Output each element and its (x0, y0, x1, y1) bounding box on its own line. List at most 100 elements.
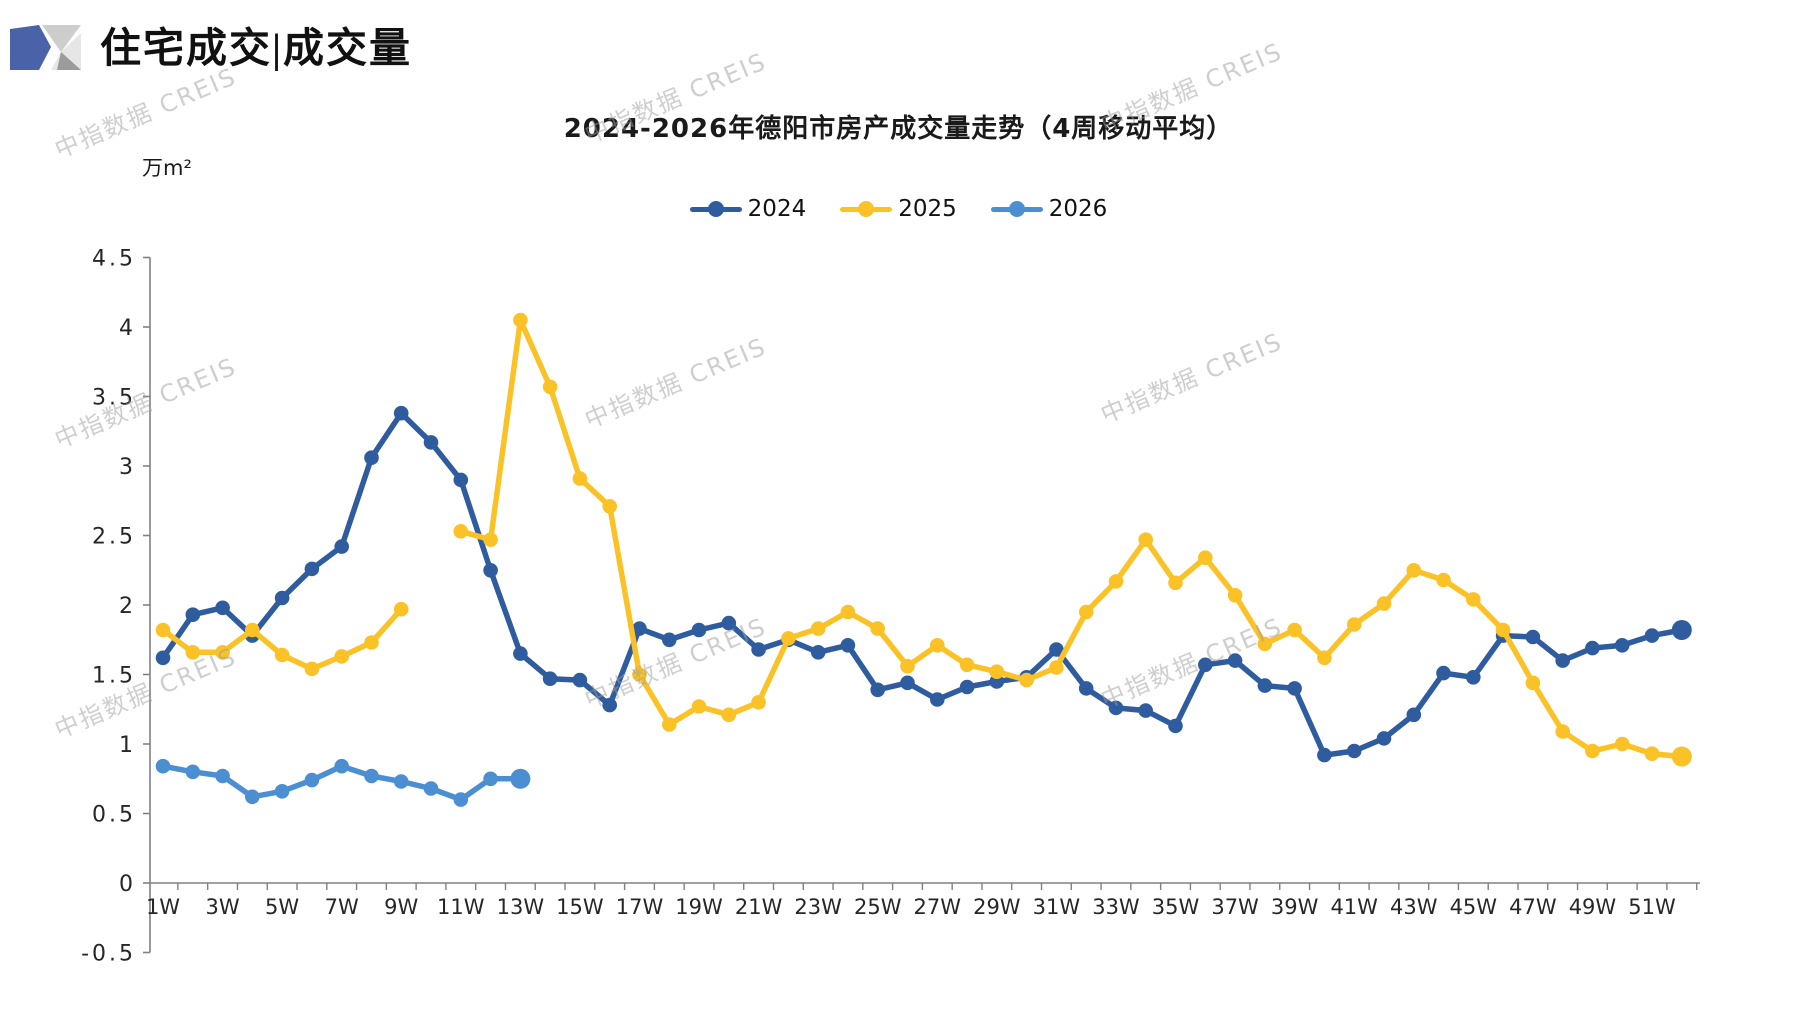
series-marker-2025 (513, 312, 528, 328)
series-marker-2024 (393, 405, 409, 421)
x-tick-label: 39W (1271, 895, 1319, 919)
series-marker-2024 (1198, 657, 1213, 673)
series-marker-2024 (1257, 678, 1273, 693)
x-tick-label: 13W (497, 895, 545, 919)
chart-title: 2024-2026年德阳市房产成交量走势（4周移动平均） (563, 114, 1234, 144)
legend-item-2024: 2024 (689, 196, 807, 222)
x-tick-label: 17W (616, 895, 664, 919)
series-marker-2024 (304, 561, 320, 577)
series-marker-2025 (989, 664, 1005, 679)
series-marker-2025 (959, 657, 975, 673)
chart-legend: 2024 2025 2026 (0, 196, 1797, 222)
x-tick-label: 15W (556, 895, 604, 919)
series-marker-2025 (185, 645, 201, 660)
series-marker-2025 (1168, 575, 1183, 591)
series-marker-2024 (1049, 642, 1064, 657)
series-marker-2024 (453, 472, 469, 488)
series-marker-2025 (781, 631, 796, 646)
x-tick-label: 9W (384, 895, 418, 919)
series-marker-2026 (245, 789, 260, 805)
series-marker-2025 (602, 499, 617, 514)
series-marker-2026 (185, 764, 201, 780)
series-marker-2025 (1585, 743, 1600, 759)
x-tick-label: 47W (1509, 895, 1557, 919)
series-marker-2024 (1525, 629, 1541, 645)
series-marker-2024 (542, 671, 558, 686)
x-tick-label: 33W (1092, 895, 1140, 919)
x-tick-label: 7W (325, 895, 359, 919)
series-line-2024 (160, 410, 1685, 758)
x-tick-label: 29W (973, 895, 1021, 919)
series-marker-2024 (155, 650, 171, 666)
series-marker-2024 (1671, 620, 1692, 640)
series-marker-2025 (1436, 572, 1451, 588)
series-marker-2025 (840, 604, 856, 620)
series-marker-2025 (1376, 596, 1392, 611)
x-tick-label: 31W (1033, 895, 1081, 919)
series-marker-2024 (1317, 747, 1332, 763)
series-marker-2025 (155, 622, 171, 638)
x-tick-label: 3W (205, 895, 239, 919)
series-marker-2025 (1257, 636, 1273, 652)
series-marker-2025 (721, 707, 737, 723)
series-marker-2026 (334, 758, 350, 774)
series-marker-2025 (1049, 660, 1064, 675)
series-marker-2024 (691, 622, 707, 638)
series-marker-2025 (1555, 724, 1570, 739)
series-marker-2026 (393, 774, 409, 789)
series-marker-2024 (632, 621, 647, 636)
y-tick-label: 4 (119, 316, 136, 341)
series-marker-2024 (1138, 703, 1153, 718)
series-marker-2025 (542, 379, 558, 395)
legend-label-2024: 2024 (747, 196, 807, 222)
series-marker-2024 (1287, 681, 1302, 696)
series-marker-2025 (453, 524, 469, 539)
x-tick-label: 43W (1390, 895, 1438, 919)
y-tick-label: 0 (119, 872, 136, 897)
y-tick-label: 4.5 (92, 247, 136, 272)
series-marker-2025 (1227, 588, 1243, 603)
series-marker-2024 (1227, 653, 1243, 668)
series-marker-2026 (364, 768, 379, 784)
series-marker-2025 (1138, 532, 1153, 547)
series-marker-2025 (751, 695, 766, 710)
series-marker-2024 (483, 563, 498, 578)
series-marker-2026 (453, 792, 469, 807)
series-marker-2024 (930, 692, 945, 707)
y-tick-label: 1 (119, 733, 136, 758)
series-marker-2024 (1466, 670, 1481, 685)
creis-logo-icon (10, 25, 81, 70)
y-tick-label: 0.5 (92, 803, 136, 828)
legend-item-2026: 2026 (990, 196, 1107, 222)
series-marker-2025 (632, 667, 647, 682)
legend-item-2025: 2025 (840, 196, 957, 222)
series-marker-2025 (691, 699, 707, 714)
series-marker-2024 (334, 539, 350, 554)
series-marker-2025 (393, 601, 409, 617)
series-marker-2025 (1317, 650, 1332, 666)
x-tick-label: 19W (675, 895, 723, 919)
series-marker-2026 (510, 768, 531, 789)
x-tick-label: 25W (854, 895, 902, 919)
series-marker-2024 (1346, 743, 1362, 759)
series-marker-2024 (572, 672, 588, 688)
series-marker-2024 (1644, 628, 1660, 643)
series-marker-2026 (483, 771, 498, 787)
series-marker-2024 (364, 450, 379, 466)
series-marker-2024 (1168, 718, 1183, 734)
series-marker-2025 (1525, 675, 1541, 691)
series-marker-2026 (423, 781, 439, 796)
series-marker-2025 (1287, 622, 1302, 638)
series-marker-2024 (1376, 731, 1392, 746)
series-marker-2026 (304, 772, 320, 788)
series-marker-2024 (1406, 707, 1422, 723)
series-marker-2025 (572, 471, 588, 486)
series-marker-2025 (1346, 617, 1362, 632)
series-marker-2024 (662, 632, 677, 648)
y-axis-unit-label: 万m² (142, 156, 192, 180)
series-marker-2025 (1406, 563, 1422, 578)
y-tick-label: -0.5 (81, 942, 136, 967)
series-marker-2025 (1614, 736, 1630, 752)
